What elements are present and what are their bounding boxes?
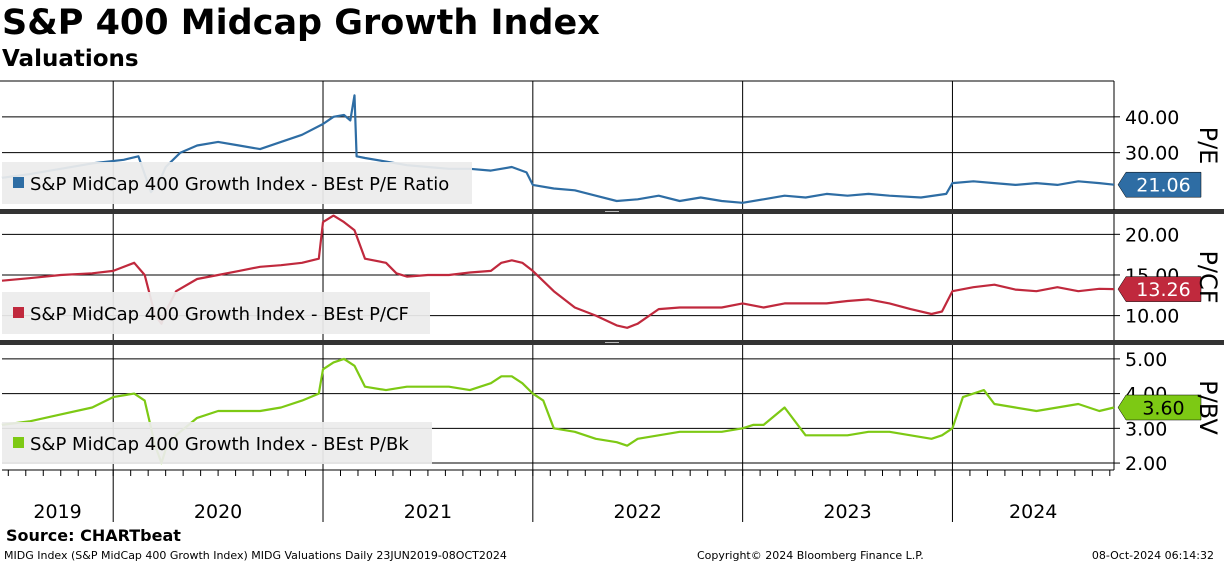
pbk-legend-label: S&P MidCap 400 Growth Index - BEst P/Bk [30, 434, 409, 455]
pbk-axis-title: P/BV [1194, 380, 1222, 435]
pe-legend-label: S&P MidCap 400 Growth Index - BEst P/E R… [30, 174, 449, 195]
pe-legend-box [2, 162, 472, 204]
x-tick-label-2024: 2024 [1009, 501, 1057, 523]
footer-timestamp: 08-Oct-2024 06:14:32 [1091, 549, 1214, 562]
source-label: Source: CHARTbeat [6, 526, 181, 545]
pbk-legend-box [2, 422, 432, 464]
panel-resize-handle [605, 211, 619, 212]
pcf-legend-swatch [13, 307, 24, 318]
pbk-series-line [1, 357, 1115, 465]
pe-last-value-label: 21.06 [1136, 175, 1190, 197]
pcf-last-value-label: 13.26 [1136, 279, 1190, 301]
pcf-y-tick-label: 10.00 [1125, 306, 1179, 328]
pbk-y-tick-label: 5.00 [1125, 349, 1167, 371]
pcf-axis-title: P/CF [1194, 250, 1222, 303]
chart-subtitle: Valuations [2, 46, 139, 72]
pe-legend-swatch [13, 177, 24, 188]
pcf-legend-label: S&P MidCap 400 Growth Index - BEst P/CF [30, 304, 409, 325]
x-tick-label-2022: 2022 [614, 501, 662, 523]
x-tick-label-2019: 2019 [33, 501, 81, 523]
pe-y-tick-label: 40.00 [1125, 107, 1179, 129]
x-tick-label-2020: 2020 [194, 501, 242, 523]
panel-resize-handle [605, 342, 619, 343]
pbk-y-tick-label: 2.00 [1125, 453, 1167, 475]
pbk-last-value-label: 3.60 [1142, 398, 1184, 420]
chart-title: S&P 400 Midcap Growth Index [2, 3, 600, 43]
pcf-legend-box [2, 292, 430, 334]
pbk-y-tick-label: 3.00 [1125, 418, 1167, 440]
pcf-series-line [1, 214, 1115, 329]
x-tick-label-2023: 2023 [823, 501, 871, 523]
pbk-last-value-tag [1117, 394, 1202, 421]
x-tick-label-2021: 2021 [404, 501, 452, 523]
pe-last-value-tag [1117, 171, 1202, 198]
footer-copyright: Copyright© 2024 Bloomberg Finance L.P. [697, 549, 924, 562]
pcf-y-tick-label: 20.00 [1125, 224, 1179, 246]
pe-series-line [1, 94, 1115, 204]
pe-axis-title: P/E [1194, 127, 1222, 165]
pcf-last-value-tag [1117, 276, 1202, 302]
footer-series-info: MIDG Index (S&P MidCap 400 Growth Index)… [4, 549, 507, 562]
pbk-legend-swatch [13, 437, 24, 448]
pe-y-tick-label: 30.00 [1125, 143, 1179, 165]
